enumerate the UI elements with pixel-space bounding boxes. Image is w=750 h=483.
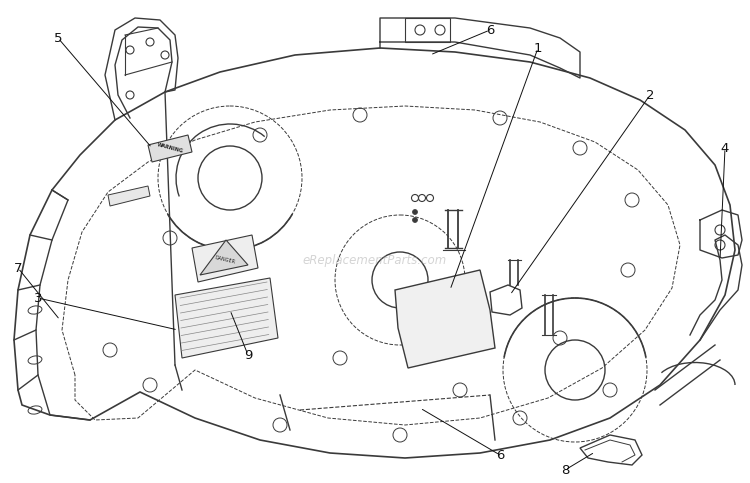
Text: 8: 8	[561, 464, 569, 477]
Polygon shape	[175, 278, 278, 358]
Text: 1: 1	[534, 42, 542, 55]
Polygon shape	[395, 270, 495, 368]
Polygon shape	[108, 186, 150, 206]
Text: 5: 5	[54, 31, 62, 44]
Text: 4: 4	[721, 142, 729, 155]
Text: 6: 6	[486, 24, 494, 37]
Text: 3: 3	[34, 292, 42, 304]
Circle shape	[413, 210, 418, 214]
Text: eReplacementParts.com: eReplacementParts.com	[303, 254, 447, 267]
Polygon shape	[192, 235, 258, 282]
Circle shape	[413, 217, 418, 223]
Polygon shape	[148, 135, 192, 162]
Text: WARNING: WARNING	[156, 142, 184, 154]
Text: DANGER: DANGER	[214, 255, 236, 265]
Text: 6: 6	[496, 449, 504, 461]
Polygon shape	[200, 240, 248, 275]
Text: 2: 2	[646, 88, 654, 101]
Text: 7: 7	[13, 261, 22, 274]
Text: 9: 9	[244, 349, 252, 361]
